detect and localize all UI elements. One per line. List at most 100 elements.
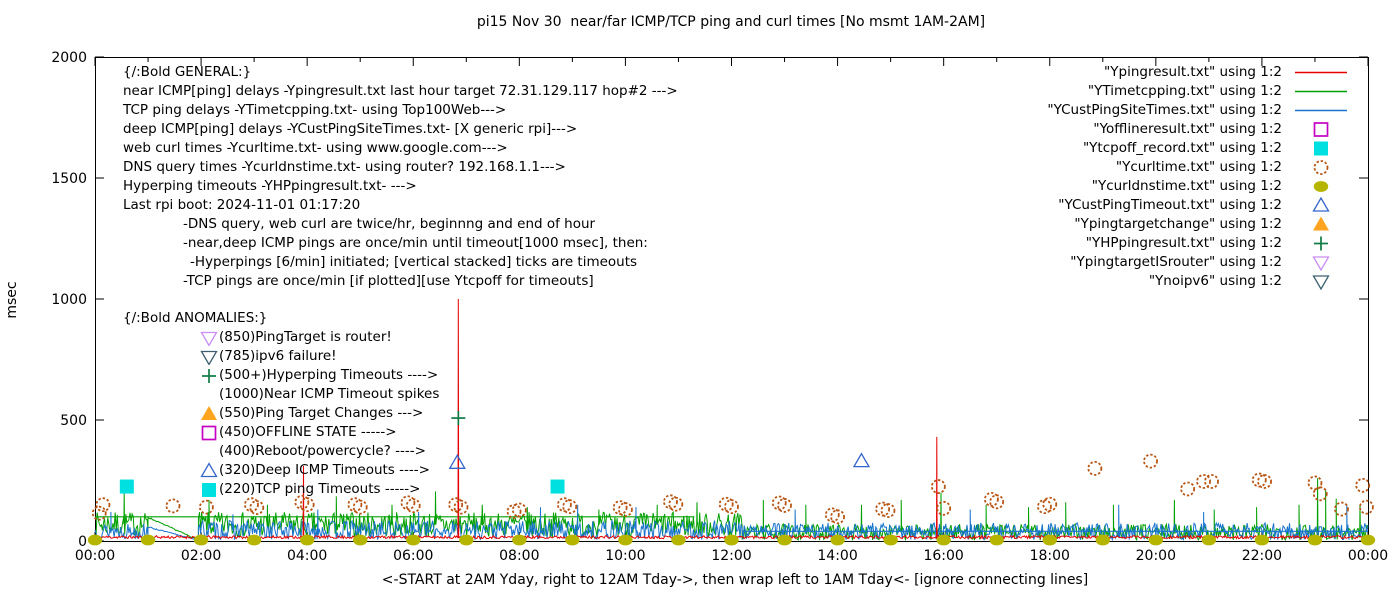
triangle-up-open-icon [852,452,871,468]
x-tick-label: 14:00 [817,548,857,564]
legend: "Ypingresult.txt" using 1:2 "YTimetcpping… [1047,63,1352,291]
legend-marker-triangle-up-filled [1313,216,1329,231]
anomaly-key-text: (1000)Near ICMP Timeout spikes [219,386,440,402]
circle-open-icon [1087,460,1103,476]
circle-open-icon [249,500,265,516]
legend-item-label: "Ynoipv6" using 1:2 [1148,273,1282,289]
circle-open-icon [989,494,1005,510]
anomaly-key-text: (550)Ping Target Changes ---> [219,405,424,421]
circle-filled-icon [193,534,209,546]
legend-item-label: "Ycurldnstime.txt" using 1:2 [1091,178,1282,194]
x-tick-label: 00:00 [75,548,115,564]
general-note-line: -DNS query, web curl are twice/hr, begin… [183,216,596,232]
legend-item: "Ypingresult.txt" using 1:2 [1047,63,1352,82]
series-Ycurltime.txt [91,453,1374,525]
legend-item: "YHPpingresult.txt" using 1:2 [1047,234,1352,253]
series-Ycurldnstime.txt [87,534,1376,546]
x-tick-label: 06:00 [393,548,433,564]
x-tick-label: 10:00 [605,548,645,564]
square-filled-icon [550,479,565,494]
circle-open-icon [618,502,633,517]
circle-open-icon [91,505,107,521]
x-tick-label: 20:00 [1136,548,1176,564]
circle-open-icon [557,497,572,513]
circle-open-icon [352,499,368,515]
circle-filled-icon [1201,534,1217,546]
circle-open-icon [880,503,896,518]
circle-open-icon [562,499,578,515]
anomaly-key-text: (785)ipv6 failure! [219,348,337,364]
anomalies-notes: {/:Bold ANOMALIES:} (850)PingTarget is ro… [123,309,439,499]
spacer [200,386,218,403]
circle-filled-icon [512,534,527,546]
general-note-line: -Hyperpings [6/min] initiated; [vertical… [190,254,638,270]
legend-item-label: "YCustPingTimeout.txt" using 1:2 [1058,197,1282,213]
legend-marker-line [1295,109,1347,112]
legend-marker-plus [1314,236,1328,251]
general-note-line: web curl times -Ycurltime.txt- using www… [123,140,508,156]
circle-filled-icon [1148,534,1164,546]
legend-item: "Ycurltime.txt" using 1:2 [1047,158,1352,177]
triangle-down-open-icon [1312,256,1330,271]
circle-open-icon [930,479,946,494]
circle-open-icon [1042,496,1058,512]
x-tick-label: 08:00 [499,548,539,564]
circle-open-icon [984,491,999,507]
x-tick-label: 12:00 [711,548,751,564]
general-note-line: Hyperping timeouts -YHPpingresult.txt- -… [123,178,417,194]
key-triangle-up-filled-icon [201,406,217,420]
circle-open-icon [1143,453,1158,469]
circle-open-icon [1355,477,1371,493]
series-YCustPingSiteTimes.txt [94,504,1369,542]
general-header: {/:Bold GENERAL:} [123,64,252,80]
legend-item: "YCustPingSiteTimes.txt" using 1:2 [1047,101,1352,120]
legend-item-label: "Ypingresult.txt" using 1:2 [1104,64,1282,80]
circle-open-icon [612,500,628,516]
legend-marker-square-open [1313,122,1329,137]
anomaly-key-text: (450)OFFLINE STATE -----> [219,424,397,440]
x-tick-label: 00:00 [1348,548,1388,564]
triangle-down-open-icon [1312,275,1330,290]
legend-item: "YTimetcpping.txt" using 1:2 [1047,82,1352,101]
circle-filled-icon [724,534,739,546]
general-note-line: TCP ping delays -YTimetcpping.txt- using… [123,102,507,118]
circle-filled-icon [353,534,368,546]
circle-filled-icon [565,534,580,546]
circle-open-icon [724,499,739,515]
circle-filled-icon [1042,534,1057,546]
anomaly-key-item: (220)TCP ping Timeouts -----> [123,480,439,499]
x-tick-label: 02:00 [181,548,221,564]
circle-open-icon [1312,486,1328,502]
square-filled-icon [202,483,216,497]
circle-open-icon [95,497,111,513]
anomaly-key-item: (550)Ping Target Changes ---> [123,404,439,423]
anomaly-key-item: (850)PingTarget is router! [123,328,439,347]
circle-open-icon [1037,499,1052,515]
circle-open-icon [1204,474,1219,489]
general-note-line: Last rpi boot: 2024-11-01 01:17:20 [123,197,361,213]
series-YCustPingTimeout.txt [448,452,871,469]
circle-filled-icon [936,534,951,546]
key-plus-icon [202,369,216,383]
legend-marker-line [1295,90,1347,93]
spacer [200,443,218,460]
square-filled-icon [119,479,134,494]
circle-filled-icon [671,534,686,546]
general-note-line: -near,deep ICMP pings are once/min until… [183,235,648,251]
general-note-line: near ICMP[ping] delays -Ypingresult.txt … [123,83,678,99]
triangle-down-open-icon [200,331,218,346]
series-points [87,411,1376,546]
circle-open-icon [718,496,734,512]
anomaly-key-item: (400)Reboot/powercycle? ----> [123,442,439,461]
anomaly-key-item: (785)ipv6 failure! [123,347,439,366]
anomaly-key-text: (220)TCP ping Timeouts -----> [219,481,421,497]
general-note-line: DNS query times -Ycurldnstime.txt- using… [123,159,566,175]
key-triangle-down-open-icon [200,350,218,365]
x-tick-label: 22:00 [1242,548,1282,564]
circle-filled-icon [87,534,103,546]
circle-open-icon [165,498,181,514]
chart-title: pi15 Nov 30 near/far ICMP/TCP ping and c… [476,14,986,30]
circle-filled-icon [299,534,315,546]
